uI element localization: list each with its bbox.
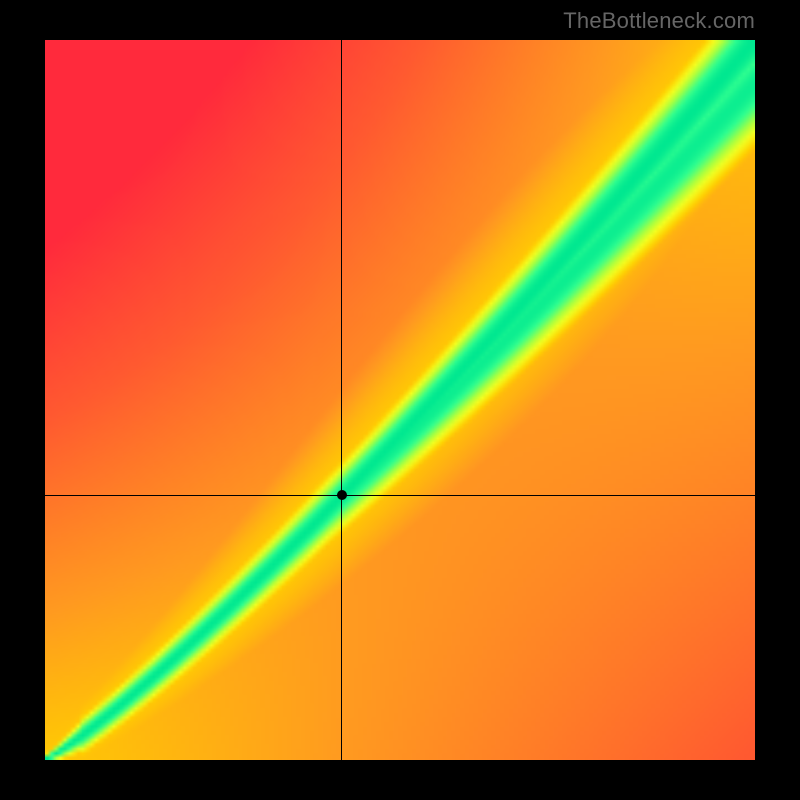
plot-area xyxy=(45,40,755,760)
marker-point xyxy=(337,490,347,500)
crosshair-horizontal xyxy=(45,495,755,496)
crosshair-vertical xyxy=(341,40,342,760)
watermark-text: TheBottleneck.com xyxy=(563,8,755,34)
chart-frame: TheBottleneck.com xyxy=(0,0,800,800)
heatmap-canvas xyxy=(45,40,755,760)
